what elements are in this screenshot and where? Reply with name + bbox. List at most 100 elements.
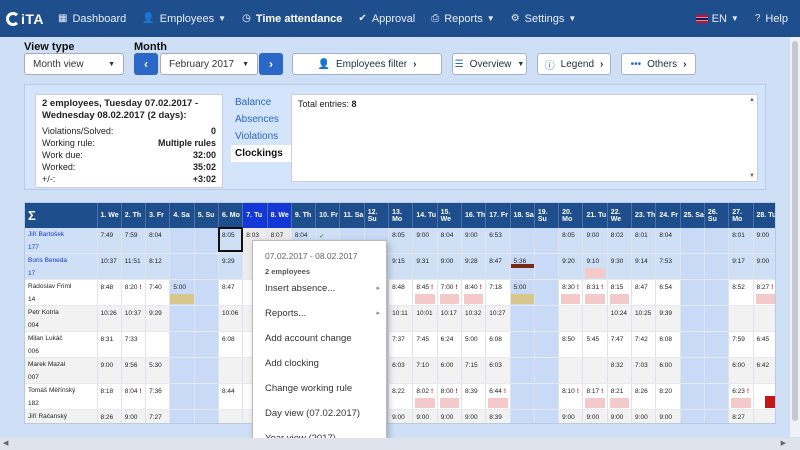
day-cell[interactable]: 10:01	[412, 305, 438, 332]
day-cell[interactable]: 9:39	[655, 305, 681, 332]
day-header[interactable]: 19. Su	[534, 203, 560, 228]
day-cell[interactable]: 8:30!	[558, 279, 584, 306]
day-cell[interactable]: 8:00!	[437, 383, 462, 410]
day-cell[interactable]: 9:00	[121, 409, 147, 423]
day-cell[interactable]: 8:04	[437, 228, 462, 254]
menu-item-add-clocking[interactable]: Add clocking	[265, 358, 319, 369]
day-header[interactable]: 3. Fr	[145, 203, 171, 228]
day-cell[interactable]	[194, 409, 219, 423]
day-cell[interactable]	[510, 331, 535, 358]
scrollbar-thumb[interactable]	[792, 41, 798, 421]
day-cell[interactable]	[534, 305, 560, 332]
day-cell[interactable]	[194, 305, 219, 332]
day-header[interactable]: 26. Su	[704, 203, 730, 228]
day-cell[interactable]: 7:59	[728, 331, 754, 358]
day-cell[interactable]: 7:00!	[437, 279, 462, 306]
day-cell[interactable]: 9:00	[631, 409, 657, 423]
day-cell[interactable]	[680, 253, 705, 280]
day-cell[interactable]: 6:54	[655, 279, 681, 306]
day-cell[interactable]	[510, 305, 535, 332]
day-cell[interactable]: 10:24	[607, 305, 633, 332]
day-header[interactable]: 12. Su	[364, 203, 390, 228]
day-cell[interactable]: 7:40	[145, 279, 171, 306]
day-cell[interactable]	[169, 409, 195, 423]
tab-balance[interactable]: Balance	[235, 97, 272, 108]
day-cell[interactable]	[704, 409, 730, 423]
day-cell[interactable]	[218, 357, 244, 384]
ita-logo[interactable]: iTA	[0, 0, 50, 37]
day-cell[interactable]: 8:15	[607, 279, 633, 306]
day-cell[interactable]	[582, 357, 608, 384]
tab-violations[interactable]: Violations	[235, 131, 279, 142]
day-cell[interactable]	[728, 305, 754, 332]
employee-cell[interactable]: Petr Kotrla 004	[25, 305, 98, 332]
day-cell[interactable]: 9:28	[461, 253, 487, 280]
day-cell[interactable]: 8:10!	[558, 383, 584, 410]
day-cell[interactable]	[169, 305, 195, 332]
day-cell[interactable]	[558, 357, 584, 384]
day-header[interactable]: 28. Tu	[753, 203, 775, 228]
day-cell[interactable]: 6:00	[437, 357, 462, 384]
day-cell[interactable]: 8:01	[631, 228, 657, 254]
day-cell[interactable]: 9:14	[631, 253, 657, 280]
day-cell[interactable]	[753, 305, 775, 332]
day-cell[interactable]: 6:00	[655, 357, 681, 384]
day-cell[interactable]: 8:40!	[461, 279, 487, 306]
table-row[interactable]: Boris Beneda 17 10:37 11:51 8:12 9:29 9:15 9:31…	[25, 253, 775, 280]
day-cell[interactable]: 9:00	[412, 228, 438, 254]
day-cell[interactable]	[534, 409, 560, 423]
day-cell[interactable]: 10:32	[461, 305, 487, 332]
day-cell[interactable]: 8:20!	[121, 279, 147, 306]
day-cell[interactable]	[510, 409, 535, 423]
day-cell[interactable]: 10:27	[485, 305, 511, 332]
sigma-header[interactable]: Σ	[25, 203, 98, 228]
day-cell[interactable]	[194, 279, 219, 306]
day-cell[interactable]	[704, 279, 730, 306]
day-cell[interactable]: 10:25	[631, 305, 657, 332]
table-row[interactable]: Tomáš Měřínský 182 8:18 8:04! 7:36 8:44 8:22 8:…	[25, 383, 775, 410]
day-cell[interactable]	[680, 331, 705, 358]
day-header[interactable]: 18. Sa	[510, 203, 535, 228]
employee-cell[interactable]: Boris Beneda 17	[25, 253, 98, 280]
day-cell[interactable]	[169, 253, 195, 280]
day-cell[interactable]: 8:45!	[412, 279, 438, 306]
day-header[interactable]: 22. We	[607, 203, 633, 228]
month-select[interactable]: February 2017 ▼	[160, 53, 258, 75]
day-cell[interactable]	[194, 228, 219, 254]
day-cell[interactable]: 9:17	[728, 253, 754, 280]
day-cell[interactable]	[534, 383, 560, 410]
day-cell[interactable]	[582, 305, 608, 332]
day-cell[interactable]: 8:04	[145, 228, 171, 254]
day-cell[interactable]: 9:00	[461, 409, 487, 423]
day-cell[interactable]: 8:01	[728, 228, 754, 254]
day-cell[interactable]: 9:00	[582, 228, 608, 254]
menu-item-day-view[interactable]: Day view (07.02.2017)	[265, 408, 361, 419]
day-cell[interactable]: 8:18	[97, 383, 122, 410]
day-cell[interactable]: 10:06	[218, 305, 244, 332]
day-cell[interactable]: 8:39	[485, 409, 511, 423]
day-cell[interactable]: 6:45	[753, 331, 775, 358]
nav-dashboard[interactable]: ▦ Dashboard	[58, 12, 127, 25]
day-cell[interactable]: 6:42	[753, 357, 775, 384]
day-cell[interactable]: 9:29	[218, 253, 244, 280]
day-cell[interactable]	[558, 305, 584, 332]
day-header[interactable]: 11. Sa	[339, 203, 365, 228]
day-cell[interactable]: 7:37	[388, 331, 414, 358]
tab-absences[interactable]: Absences	[235, 114, 279, 125]
day-cell[interactable]: 7:33	[121, 331, 147, 358]
day-cell[interactable]	[753, 383, 775, 410]
day-header[interactable]: 17. Fr	[485, 203, 511, 228]
day-cell[interactable]: 9:20	[558, 253, 584, 280]
nav-employees[interactable]: 👤 Employees ▼	[142, 12, 227, 25]
day-header[interactable]: 2. Th	[121, 203, 147, 228]
day-cell[interactable]: 7:53	[655, 253, 681, 280]
menu-item-change-working-rule[interactable]: Change working rule	[265, 383, 353, 394]
day-cell[interactable]	[704, 253, 730, 280]
day-cell[interactable]: 7:15	[461, 357, 487, 384]
day-cell[interactable]: 8:31	[97, 331, 122, 358]
day-cell[interactable]: 9:29	[145, 305, 171, 332]
day-cell[interactable]: 6:08	[218, 331, 244, 358]
employee-cell[interactable]: Marek Mazal 007	[25, 357, 98, 384]
panel-scrollbar[interactable]: ▲ ▼	[749, 97, 755, 179]
table-row[interactable]: Petr Kotrla 004 10:26 10:37 9:29 10:06 10:11 10…	[25, 305, 775, 332]
